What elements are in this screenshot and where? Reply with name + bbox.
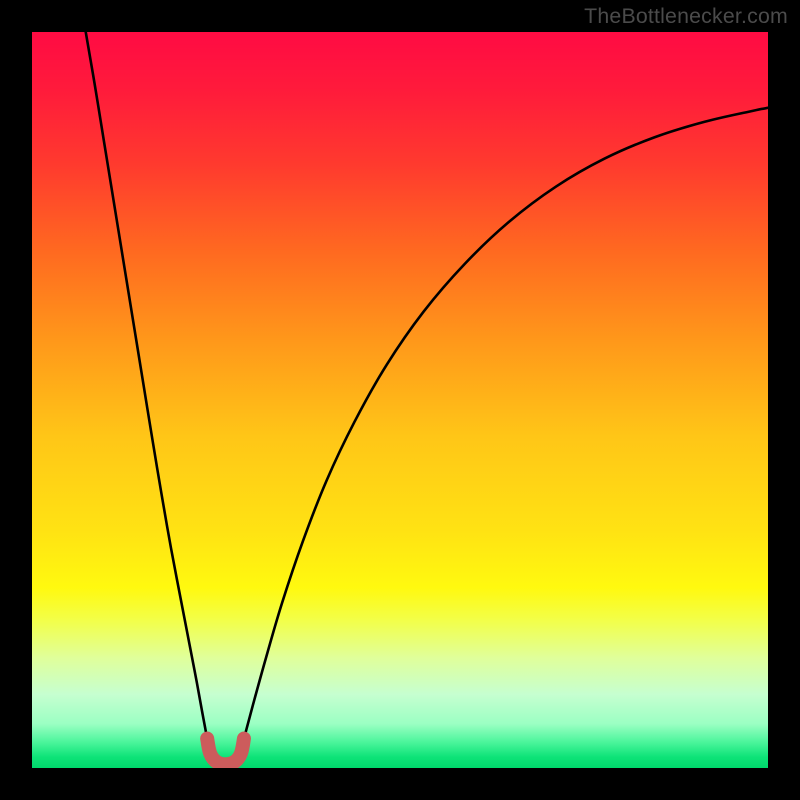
valley-u-marker bbox=[207, 739, 244, 765]
watermark-text: TheBottlenecker.com bbox=[584, 4, 788, 29]
chart-curves-layer bbox=[32, 32, 768, 768]
curve-right-branch bbox=[244, 108, 768, 739]
chart-plot-area bbox=[32, 32, 768, 768]
chart-outer-frame bbox=[0, 0, 800, 800]
curve-left-branch bbox=[86, 32, 207, 739]
